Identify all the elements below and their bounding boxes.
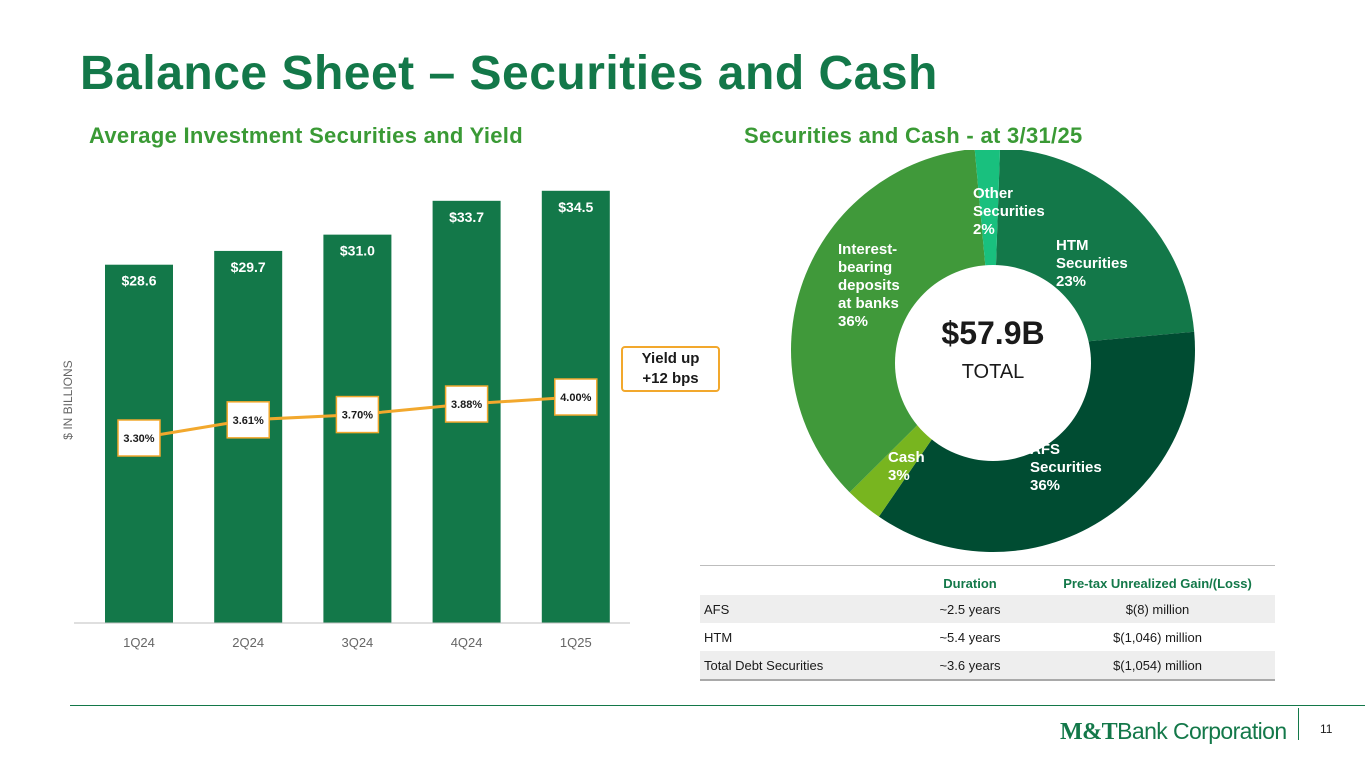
pie-slice-label: AFS Securities 36% bbox=[1030, 441, 1102, 494]
x-tick-label: 2Q24 bbox=[232, 635, 264, 650]
yield-callout: Yield up +12 bps bbox=[621, 346, 720, 392]
y-axis-label: $ IN BILLIONS bbox=[61, 360, 75, 439]
pie-slice-label: Other Securities 2% bbox=[973, 185, 1045, 238]
yield-marker bbox=[554, 378, 598, 416]
yield-marker bbox=[444, 385, 489, 423]
table-cell: ~5.4 years bbox=[939, 629, 1001, 645]
table-cell: $(1,046) million bbox=[1113, 629, 1202, 645]
yield-value-label: 3.70% bbox=[342, 410, 373, 422]
pie-slice-label: HTM Securities 23% bbox=[1056, 237, 1128, 290]
bar-value-label: $33.7 bbox=[449, 209, 484, 225]
table-row: Total Debt Securities ~3.6 years $(1,054… bbox=[700, 651, 1275, 681]
table-header-row: Duration Pre-tax Unrealized Gain/(Loss) bbox=[700, 565, 1275, 595]
pie-center-value: $57.9B bbox=[941, 315, 1044, 351]
table-cell: $(8) million bbox=[1040, 595, 1275, 623]
table-cell: ~3.6 years bbox=[900, 651, 1040, 681]
table-cell: $(1,054) million bbox=[1040, 651, 1275, 681]
page-title: Balance Sheet – Securities and Cash bbox=[80, 47, 938, 100]
table-header-blank bbox=[700, 565, 900, 595]
table-cell: AFS bbox=[700, 595, 900, 623]
table-header-gain-loss: Pre-tax Unrealized Gain/(Loss) bbox=[1040, 565, 1275, 595]
bar-chart-subtitle: Average Investment Securities and Yield bbox=[89, 123, 523, 148]
logo-text: Bank Corporation bbox=[1117, 718, 1287, 744]
table-cell: HTM bbox=[704, 629, 733, 645]
yield-callout-line-2: +12 bps bbox=[642, 370, 699, 387]
table-row: HTM ~5.4 years $(1,046) million bbox=[700, 623, 1275, 651]
bar-value-label: $34.5 bbox=[558, 199, 593, 215]
page-number: 11 bbox=[1320, 722, 1333, 736]
yield-marker bbox=[117, 419, 161, 457]
yield-value-label: 3.88% bbox=[451, 399, 482, 411]
footer-divider bbox=[70, 705, 1365, 706]
pie-slice-label: Cash 3% bbox=[888, 449, 925, 484]
x-tick-label: 1Q25 bbox=[560, 635, 592, 650]
pie-slice-label: Interest-bearing deposits at banks 36% bbox=[838, 241, 900, 330]
table-row: AFS ~2.5 years $(8) million bbox=[700, 595, 1275, 623]
securities-table: Duration Pre-tax Unrealized Gain/(Loss) … bbox=[700, 565, 1275, 681]
yield-marker bbox=[335, 395, 380, 434]
yield-value-label: 3.61% bbox=[233, 415, 264, 427]
x-tick-label: 4Q24 bbox=[451, 635, 483, 650]
table-header-duration: Duration bbox=[900, 565, 1040, 595]
pie-center-hole bbox=[895, 265, 1091, 461]
company-logo: M&TBank Corporation bbox=[1060, 718, 1287, 746]
yield-value-label: 4.00% bbox=[560, 392, 591, 404]
table-cell: ~2.5 years bbox=[900, 595, 1040, 623]
bar-value-label: $29.7 bbox=[231, 259, 266, 275]
yield-callout-line-1: Yield up bbox=[641, 350, 700, 367]
pie-slice bbox=[790, 148, 993, 493]
yield-marker bbox=[226, 401, 270, 439]
logo-brand: M&T bbox=[1060, 719, 1118, 745]
yield-value-label: 3.30% bbox=[123, 433, 154, 445]
bar-value-label: $31.0 bbox=[340, 243, 375, 259]
pie-center-label: TOTAL bbox=[962, 361, 1025, 383]
pie-chart: $57.9B TOTAL HTM Securities 23% AFS Securities… bbox=[790, 147, 1196, 552]
bar-chart: $28.6 1Q24 $29.7 2Q24 $31.0 3Q24 $33.7 4Q24 $34.… bbox=[61, 190, 630, 650]
pie-chart-container: $57.9B TOTAL HTM Securities 23% AFS Securities… bbox=[790, 147, 1200, 565]
logo-separator bbox=[1298, 708, 1299, 740]
table-cell: Total Debt Securities bbox=[700, 651, 900, 681]
pie-chart-subtitle: Securities and Cash - at 3/31/25 bbox=[744, 123, 1083, 148]
x-tick-label: 1Q24 bbox=[123, 635, 155, 650]
x-tick-label: 3Q24 bbox=[341, 635, 373, 650]
bar-value-label: $28.6 bbox=[121, 273, 156, 289]
